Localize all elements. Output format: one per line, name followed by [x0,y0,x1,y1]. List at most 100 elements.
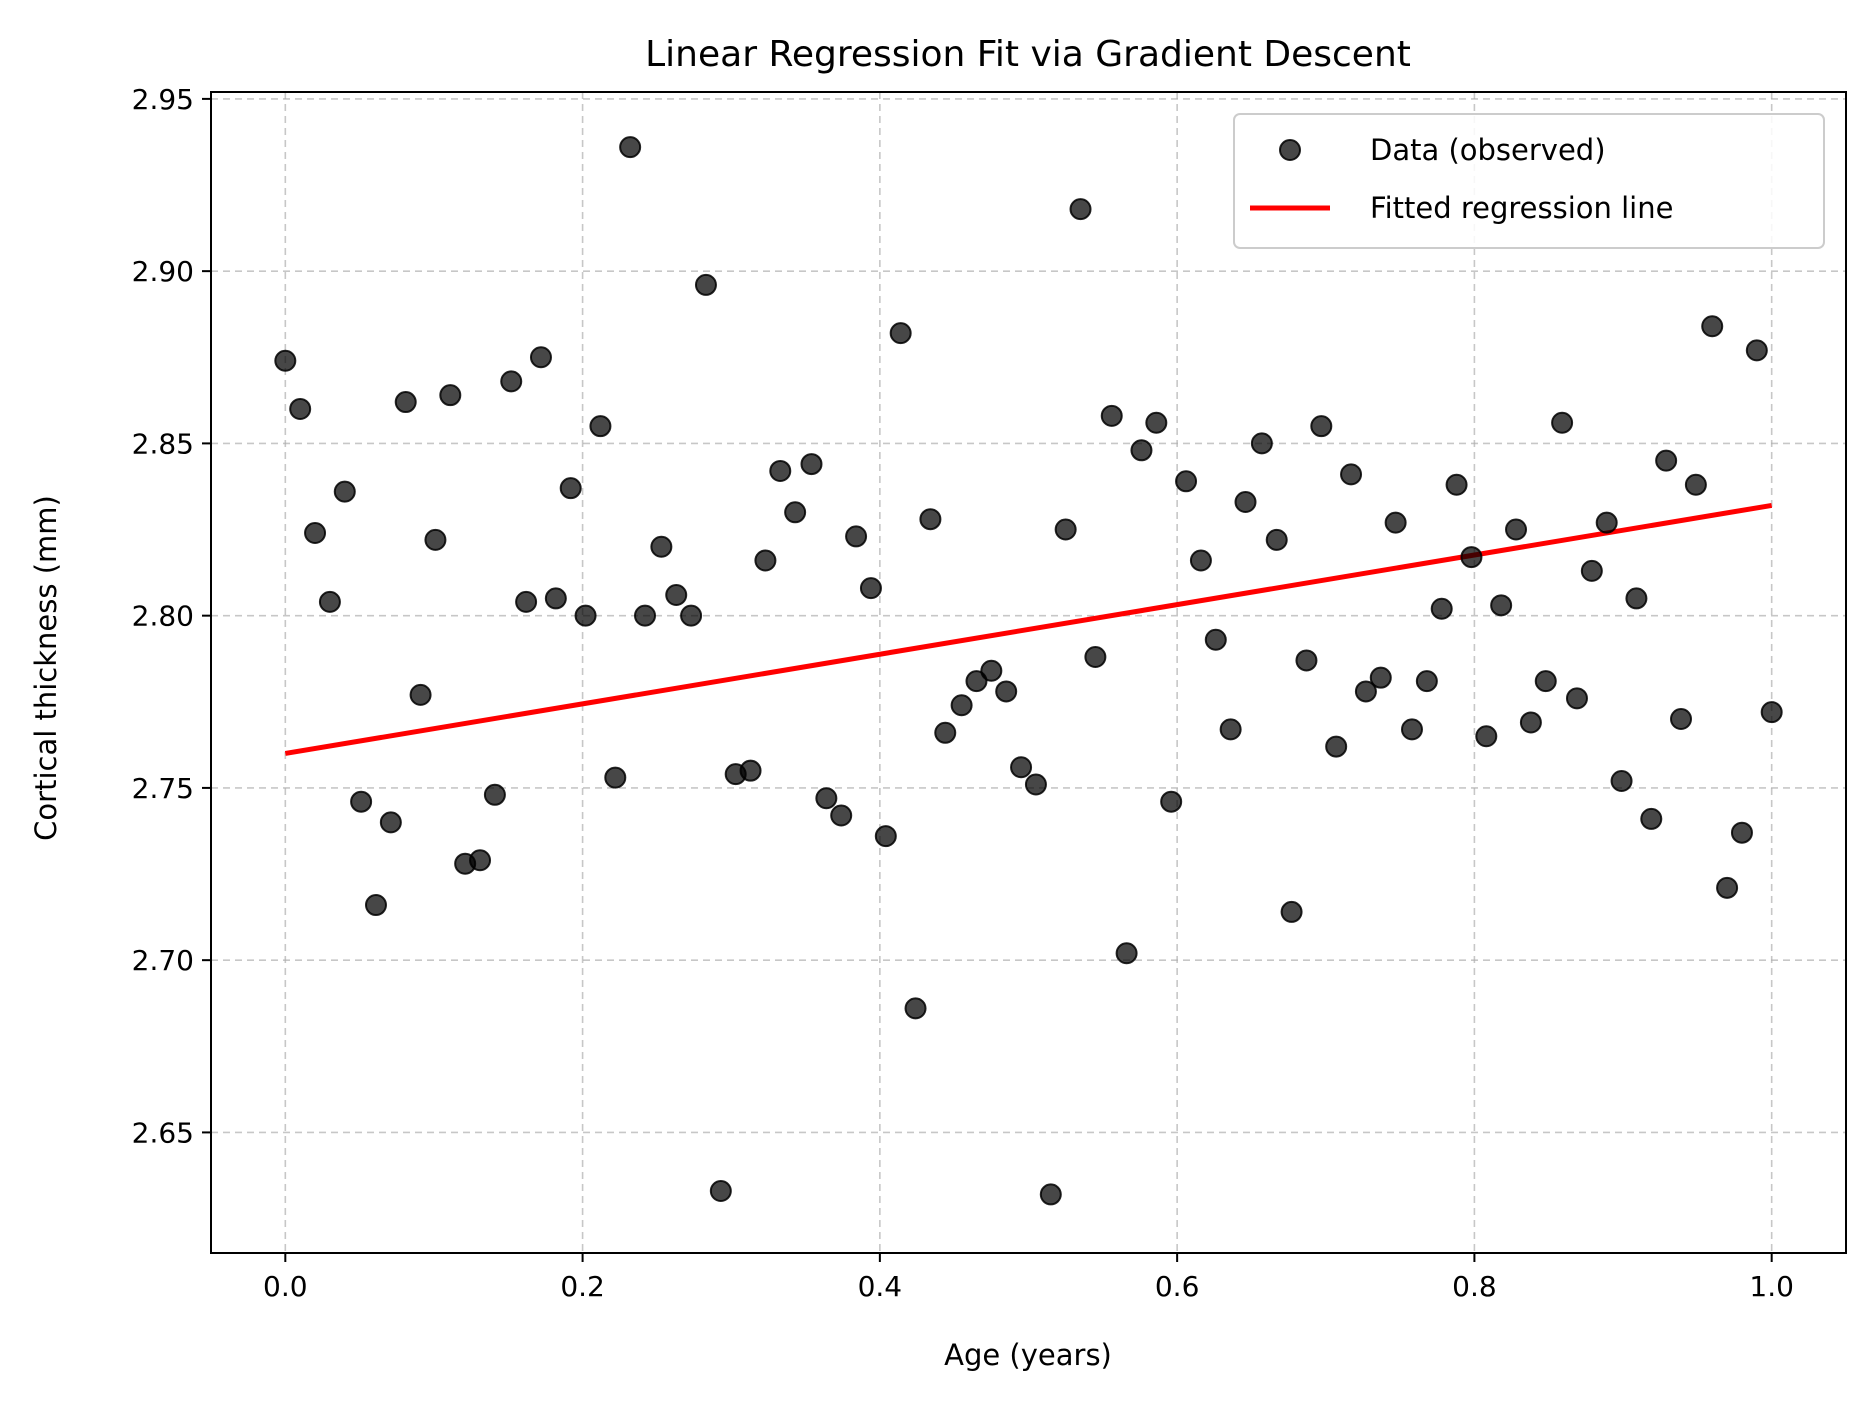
chart-title: Linear Regression Fit via Gradient Desce… [645,34,1411,75]
data-point [589,415,612,438]
y-tick-label: 2.85 [132,427,194,460]
data-point [1415,670,1438,693]
data-point [1189,549,1212,572]
data-point [739,759,762,782]
data-point [1505,518,1528,541]
data-point [1175,470,1198,493]
data-point [1100,404,1123,427]
data-point [1369,666,1392,689]
data-point [754,549,777,572]
data-point [694,273,717,296]
data-point [874,825,897,848]
data-point [1684,473,1707,496]
scatter-points [274,136,1783,1206]
legend-box [1233,113,1825,249]
data-point [1054,518,1077,541]
data-point [318,590,341,613]
data-point [709,1179,732,1202]
data-point [274,349,297,372]
data-point [1325,735,1348,758]
data-point [1130,439,1153,462]
data-point [1145,411,1168,434]
data-point [784,501,807,524]
y-tick-label: 2.95 [132,83,194,116]
y-axis-label: Cortical thickness (mm) [29,495,63,841]
data-point [1219,718,1242,741]
data-point [1354,680,1377,703]
data-point [845,525,868,548]
data-point [1745,339,1768,362]
regression-line [284,502,1773,756]
plot-frame [210,91,1847,1254]
x-tick-label: 1.0 [1749,1270,1794,1303]
data-point [364,894,387,917]
data-point [333,480,356,503]
legend-label-fitted: Fitted regression line [1370,191,1673,225]
data-point [1670,708,1693,731]
data-point [559,477,582,500]
data-point [1730,821,1753,844]
data-point [1310,415,1333,438]
data-point [889,322,912,345]
data-point [950,694,973,717]
data-point [1384,511,1407,534]
data-point [1250,432,1273,455]
x-tick-label: 0.2 [560,1270,605,1303]
data-point [1519,711,1542,734]
data-point [1069,198,1092,221]
data-point [574,604,597,627]
data-point [1084,645,1107,668]
data-point [350,790,373,813]
data-point [1595,511,1618,534]
data-point [904,997,927,1020]
data-point [1010,756,1033,779]
data-point [665,583,688,606]
data-point [1701,315,1724,338]
data-point [980,659,1003,682]
data-point [1534,670,1557,693]
data-point [1115,942,1138,965]
x-axis-label: Age (years) [944,1338,1112,1372]
data-point [500,370,523,393]
data-point [995,680,1018,703]
data-point [934,721,957,744]
data-point [1760,701,1783,724]
data-point [1039,1183,1062,1206]
data-point [1551,411,1574,434]
data-point [1625,587,1648,610]
data-point [1024,773,1047,796]
data-point [1716,876,1739,899]
data-point [483,783,506,806]
data-point [815,787,838,810]
data-point [1445,473,1468,496]
data-point [544,587,567,610]
data-point [515,590,538,613]
data-point [859,577,882,600]
data-point [1340,463,1363,486]
data-point [1160,790,1183,813]
data-point [769,459,792,482]
data-point [1265,528,1288,551]
y-tick-label: 2.75 [132,772,194,805]
data-point [439,384,462,407]
data-point [604,766,627,789]
y-tick-label: 2.90 [132,255,194,288]
data-point [965,670,988,693]
x-tick-label: 0.6 [1155,1270,1200,1303]
data-point [1640,807,1663,830]
data-point [1280,900,1303,923]
data-point [529,346,552,369]
data-point [830,804,853,827]
y-tick-label: 2.80 [132,600,194,633]
x-tick-label: 0.0 [263,1270,308,1303]
data-point [469,849,492,872]
data-point [619,136,642,159]
data-point [304,521,327,544]
data-point [1460,546,1483,569]
data-point [1204,628,1227,651]
data-point [800,453,823,476]
data-point [1475,725,1498,748]
data-point [1610,770,1633,793]
data-point [409,683,432,706]
